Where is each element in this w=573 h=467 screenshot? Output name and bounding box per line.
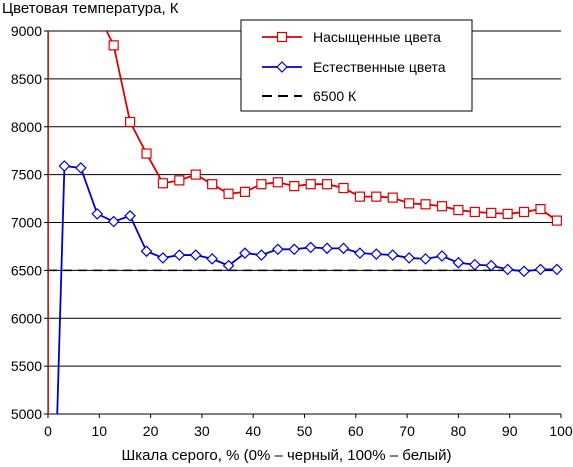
- y-tick-label: 9000: [11, 23, 42, 39]
- data-point: [157, 178, 169, 189]
- data-point: [452, 256, 465, 269]
- x-tick-label: 70: [399, 423, 415, 439]
- y-tick-label: 7000: [11, 215, 42, 231]
- data-point: [338, 182, 349, 194]
- data-point: [518, 265, 530, 278]
- x-tick-label: 100: [549, 423, 573, 439]
- data-point: [255, 249, 268, 261]
- x-tick-label: 20: [143, 423, 159, 439]
- legend-label: Естественные цвета: [313, 59, 446, 75]
- data-point: [157, 252, 169, 264]
- legend-label: Насыщенные цвета: [313, 29, 441, 45]
- data-point: [304, 241, 317, 254]
- y-tick-label: 5000: [11, 406, 42, 422]
- data-point: [289, 181, 300, 192]
- x-tick-label: 30: [194, 423, 210, 439]
- data-point: [469, 206, 480, 218]
- data-point: [404, 198, 415, 209]
- data-point: [436, 250, 448, 262]
- data-point: [239, 186, 251, 197]
- data-point: [288, 243, 301, 256]
- x-tick-label: 60: [348, 423, 364, 439]
- data-point: [337, 242, 350, 255]
- data-point: [420, 199, 431, 210]
- data-point: [189, 249, 202, 261]
- data-point: [321, 179, 333, 190]
- data-point: [74, 162, 87, 174]
- y-tick-label: 7500: [11, 167, 42, 183]
- y-tick-label: 5500: [11, 358, 42, 374]
- y-tick-label: 8000: [11, 119, 42, 135]
- data-point: [371, 191, 382, 202]
- y-tick-label: 6500: [11, 262, 42, 278]
- data-point: [141, 148, 152, 159]
- data-point: [276, 61, 288, 73]
- x-axis-label: Шкала серого, % (0% – черный, 100% – бел…: [121, 447, 452, 464]
- data-point: [272, 177, 283, 188]
- data-point: [453, 204, 464, 216]
- x-tick-label: 0: [44, 423, 52, 439]
- data-point: [534, 263, 547, 276]
- x-tick-label: 80: [451, 423, 467, 439]
- data-point: [173, 249, 186, 261]
- data-point: [124, 209, 136, 222]
- data-point: [140, 245, 153, 258]
- data-point: [535, 203, 546, 215]
- data-point: [305, 179, 316, 190]
- data-point: [551, 215, 562, 226]
- data-point: [386, 249, 399, 261]
- x-tick-label: 90: [502, 423, 518, 439]
- legend-label: 6500 К: [313, 88, 357, 104]
- data-point: [276, 31, 288, 43]
- data-point: [518, 206, 530, 218]
- data-point: [354, 191, 366, 202]
- data-point: [321, 242, 333, 255]
- data-point: [468, 258, 481, 271]
- data-point: [370, 248, 383, 260]
- data-point: [91, 208, 104, 220]
- data-point: [387, 192, 398, 203]
- data-point: [502, 208, 513, 219]
- y-tick-label: 6000: [11, 310, 42, 326]
- data-point: [256, 179, 267, 190]
- data-point: [58, 160, 71, 172]
- data-point: [271, 243, 284, 256]
- x-tick-label: 10: [92, 423, 108, 439]
- series-line: [56, 164, 557, 414]
- data-point: [206, 253, 219, 265]
- data-point: [223, 188, 234, 199]
- chart-title: Цветовая температура, К: [2, 0, 179, 17]
- data-point: [419, 253, 432, 265]
- data-point: [174, 175, 185, 186]
- data-point: [108, 40, 119, 51]
- y-tick-label: 8500: [11, 71, 42, 87]
- data-point: [486, 207, 497, 219]
- x-tick-label: 40: [245, 423, 261, 439]
- series-line: [48, 31, 558, 414]
- data-point: [436, 201, 448, 212]
- data-point: [222, 259, 235, 272]
- data-point: [403, 252, 416, 264]
- data-point: [190, 169, 201, 180]
- x-tick-label: 50: [297, 423, 313, 439]
- data-point: [207, 179, 218, 190]
- data-point: [485, 259, 498, 272]
- data-point: [501, 263, 514, 276]
- legend: Насыщенные цвета Естественные цвета 6500 К: [240, 19, 473, 112]
- data-point: [124, 116, 136, 128]
- data-point: [551, 263, 563, 276]
- data-point: [354, 247, 366, 259]
- data-point: [107, 215, 120, 228]
- data-point: [239, 247, 251, 259]
